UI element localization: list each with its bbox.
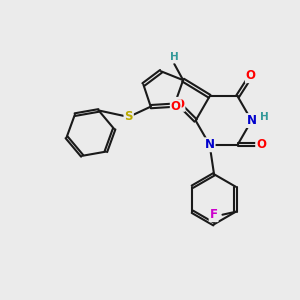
Text: H: H <box>260 112 268 122</box>
Text: H: H <box>170 52 179 62</box>
Text: N: N <box>205 138 214 151</box>
Text: O: O <box>246 69 256 82</box>
Text: O: O <box>174 98 184 111</box>
Text: N: N <box>247 114 256 127</box>
Text: F: F <box>210 208 218 221</box>
Text: S: S <box>124 110 133 123</box>
Text: O: O <box>171 100 181 113</box>
Text: O: O <box>256 138 266 151</box>
